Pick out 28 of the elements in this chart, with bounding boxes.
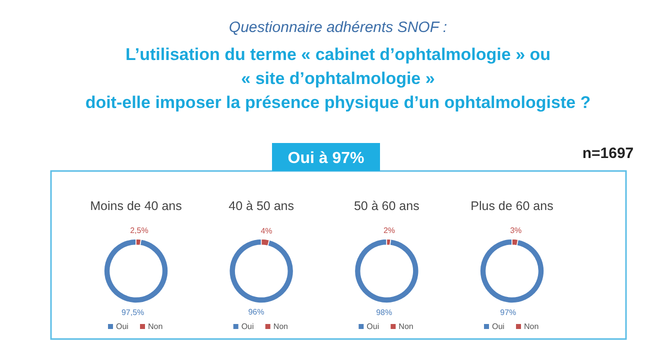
text: n=1697 <box>582 145 634 162</box>
data-label: 97% <box>500 308 516 317</box>
data-label: 2,5% <box>130 226 148 236</box>
data-label: 3% <box>510 226 522 236</box>
legend-label: Oui <box>241 322 254 331</box>
donut-slice <box>480 238 544 304</box>
legend-label: Oui <box>366 322 380 331</box>
data-label: 98% <box>376 308 392 317</box>
donut-slice <box>354 238 420 304</box>
text: L’utilisation du terme « cabinet d’ophtalmologie » ou « site d’ophtalmologie » doit-elle imposer la présence physique d’un ophtalmologiste ? <box>85 45 591 112</box>
legend-label: Non <box>398 322 414 331</box>
legend-label: Non <box>524 322 539 331</box>
data-label: 4% <box>260 226 272 236</box>
chart-title: 50 à 60 ans <box>354 199 420 213</box>
chart-title: 40 à 50 ans <box>228 199 294 213</box>
data-label: 96% <box>248 308 264 317</box>
donut-slice <box>104 238 168 304</box>
chart-title: Moins de 40 ans <box>90 199 182 213</box>
legend-label: Oui <box>492 322 505 331</box>
text: Oui à 97% <box>288 150 364 167</box>
text: Questionnaire adhérents SNOF : <box>228 19 448 36</box>
data-label: 97,5% <box>121 308 144 317</box>
data-label: 2% <box>383 226 396 236</box>
legend-label: Oui <box>116 322 129 331</box>
donut-slice <box>228 238 294 304</box>
legend-label: Non <box>273 322 288 331</box>
chart-title: Plus de 60 ans <box>470 199 554 213</box>
legend-label: Non <box>148 322 163 331</box>
